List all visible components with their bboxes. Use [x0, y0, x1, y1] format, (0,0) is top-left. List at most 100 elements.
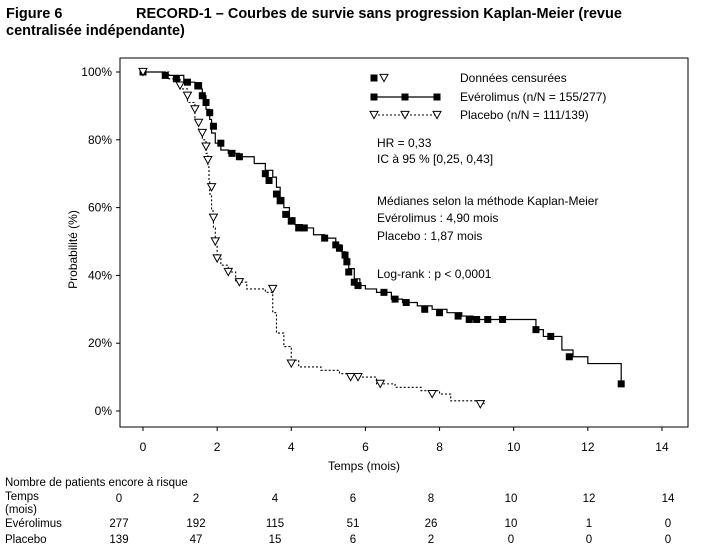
risk-everolimus-value: 192 — [186, 518, 206, 530]
logrank-annotation: Log-rank : p < 0,0001 — [377, 267, 492, 281]
everolimus-censor-marker — [228, 149, 236, 157]
placebo-censor-marker — [212, 254, 222, 264]
risk-everolimus-value: 115 — [265, 518, 285, 530]
risk-time-value: 8 — [427, 493, 435, 505]
legend-censored-triangle-marker — [379, 73, 389, 83]
y-tick-label: 60% — [88, 201, 112, 215]
everolimus-censor-marker — [261, 170, 269, 178]
everolimus-censor-marker — [350, 278, 358, 286]
chart-curves — [138, 67, 625, 409]
risk-placebo-value: 2 — [427, 534, 435, 546]
x-tick-label: 4 — [288, 440, 295, 454]
risk-time-value: 6 — [349, 493, 357, 505]
placebo-censor-marker — [203, 156, 213, 165]
risk-time-value: 2 — [192, 493, 200, 505]
everolimus-censor-marker — [206, 109, 214, 117]
risk-table: Nombre de patients encore à risque Temps… — [0, 475, 703, 553]
placebo-censor-marker — [193, 118, 204, 128]
y-axis-label: Probabilité (%) — [66, 210, 80, 289]
risk-placebo-value: 6 — [349, 534, 357, 546]
y-tick-label: 40% — [88, 268, 112, 282]
legend-placebo-marker — [369, 110, 379, 120]
everolimus-censor-marker — [209, 122, 217, 130]
hr-annotation: HR = 0,33 — [377, 136, 432, 150]
x-tick-label: 10 — [507, 440, 521, 454]
everolimus-censor-marker — [532, 326, 540, 334]
median-everolimus-annotation: Evérolimus : 4,90 mois — [377, 211, 498, 225]
everolimus-censor-marker — [341, 251, 349, 259]
placebo-censor-marker — [210, 237, 221, 247]
placebo-censor-marker — [206, 183, 217, 192]
everolimus-censor-marker — [195, 82, 203, 90]
risk-placebo-value: 139 — [109, 534, 129, 546]
x-tick-label: 14 — [655, 440, 669, 454]
y-tick-label: 20% — [88, 336, 112, 350]
placebo-censor-marker — [223, 267, 234, 277]
everolimus-censor-marker — [287, 217, 295, 225]
ic-annotation: IC à 95 % [0,25, 0,43] — [377, 152, 493, 166]
legend-title: Données censurées — [460, 71, 567, 85]
everolimus-censor-marker — [354, 282, 362, 290]
risk-time-value: 12 — [582, 493, 596, 505]
y-tick-label: 100% — [81, 65, 112, 79]
x-tick-label: 6 — [362, 440, 369, 454]
everolimus-censor-marker — [198, 92, 206, 100]
risk-placebo-value: 0 — [664, 534, 672, 546]
everolimus-censor-marker — [235, 153, 243, 161]
risk-placebo-value: 15 — [268, 534, 282, 546]
placebo-censor-marker — [427, 389, 437, 399]
placebo-censor-marker — [208, 213, 219, 223]
everolimus-censor-marker — [161, 71, 169, 79]
risk-everolimus-value: 277 — [109, 518, 129, 530]
everolimus-censor-marker — [617, 380, 625, 388]
everolimus-censor-marker — [473, 315, 481, 323]
everolimus-censor-marker — [402, 299, 410, 307]
placebo-censor-marker — [375, 379, 386, 389]
everolimus-censor-marker — [217, 139, 225, 147]
everolimus-censor-marker — [276, 197, 284, 205]
x-axis-label: Temps (mois) — [328, 459, 400, 473]
everolimus-censor-marker — [335, 244, 343, 252]
placebo-censor-marker — [345, 373, 356, 382]
everolimus-censor-marker — [282, 210, 290, 218]
everolimus-censor-marker — [332, 241, 340, 249]
figure-title-text: RECORD-1 – Courbes de survie sans progre… — [6, 6, 622, 39]
x-tick-label: 2 — [214, 440, 221, 454]
risk-time-value: 4 — [271, 493, 279, 505]
risk-time-value: 10 — [504, 493, 518, 505]
legend-everolimus-marker — [401, 93, 409, 101]
placebo-censor-marker — [175, 81, 185, 91]
placebo-censor-marker — [475, 400, 486, 409]
x-tick-label: 0 — [140, 440, 147, 454]
everolimus-censor-marker — [465, 315, 473, 323]
chart-axes: 0% 20% 40% 60% 80% 100% 0 2 4 6 8 10 12 14 Temps (mois… — [66, 57, 689, 473]
everolimus-censor-marker — [202, 99, 210, 107]
risk-time-value: 14 — [661, 493, 675, 505]
everolimus-censor-marker — [345, 268, 353, 276]
placebo-censor-marker — [353, 373, 363, 382]
legend-censored-square-marker — [370, 74, 378, 82]
risk-time-value: 0 — [115, 493, 123, 505]
everolimus-censor-marker — [272, 190, 280, 198]
risk-placebo-value: 47 — [189, 534, 203, 546]
y-tick-label: 80% — [88, 133, 112, 147]
everolimus-censor-marker — [436, 309, 444, 317]
placebo-censor-marker — [138, 67, 148, 77]
risk-row-label-everolimus: Evérolimus — [5, 518, 62, 530]
x-tick-label: 8 — [436, 440, 443, 454]
placebo-censor-marker — [201, 142, 211, 152]
everolimus-censor-marker — [380, 288, 388, 296]
everolimus-censor-marker — [300, 224, 308, 232]
risk-everolimus-value: 1 — [585, 518, 593, 530]
everolimus-censor-marker — [183, 78, 191, 86]
figure-label: Figure 6 — [6, 6, 63, 22]
median-title-annotation: Médianes selon la méthode Kaplan-Meier — [377, 194, 598, 208]
figure-title: Figure 6 RECORD-1 – Courbes de survie san… — [6, 6, 700, 40]
y-tick-label: 0% — [95, 404, 113, 418]
everolimus-censor-marker — [421, 305, 429, 313]
everolimus-censor-marker — [547, 332, 555, 340]
chart-annotations: HR = 0,33 IC à 95 % [0,25, 0,43] Médiane… — [377, 136, 598, 281]
everolimus-censor-marker — [321, 234, 329, 242]
risk-table-title: Nombre de patients encore à risque — [5, 477, 188, 489]
risk-row-label-placebo: Placebo — [5, 534, 47, 546]
